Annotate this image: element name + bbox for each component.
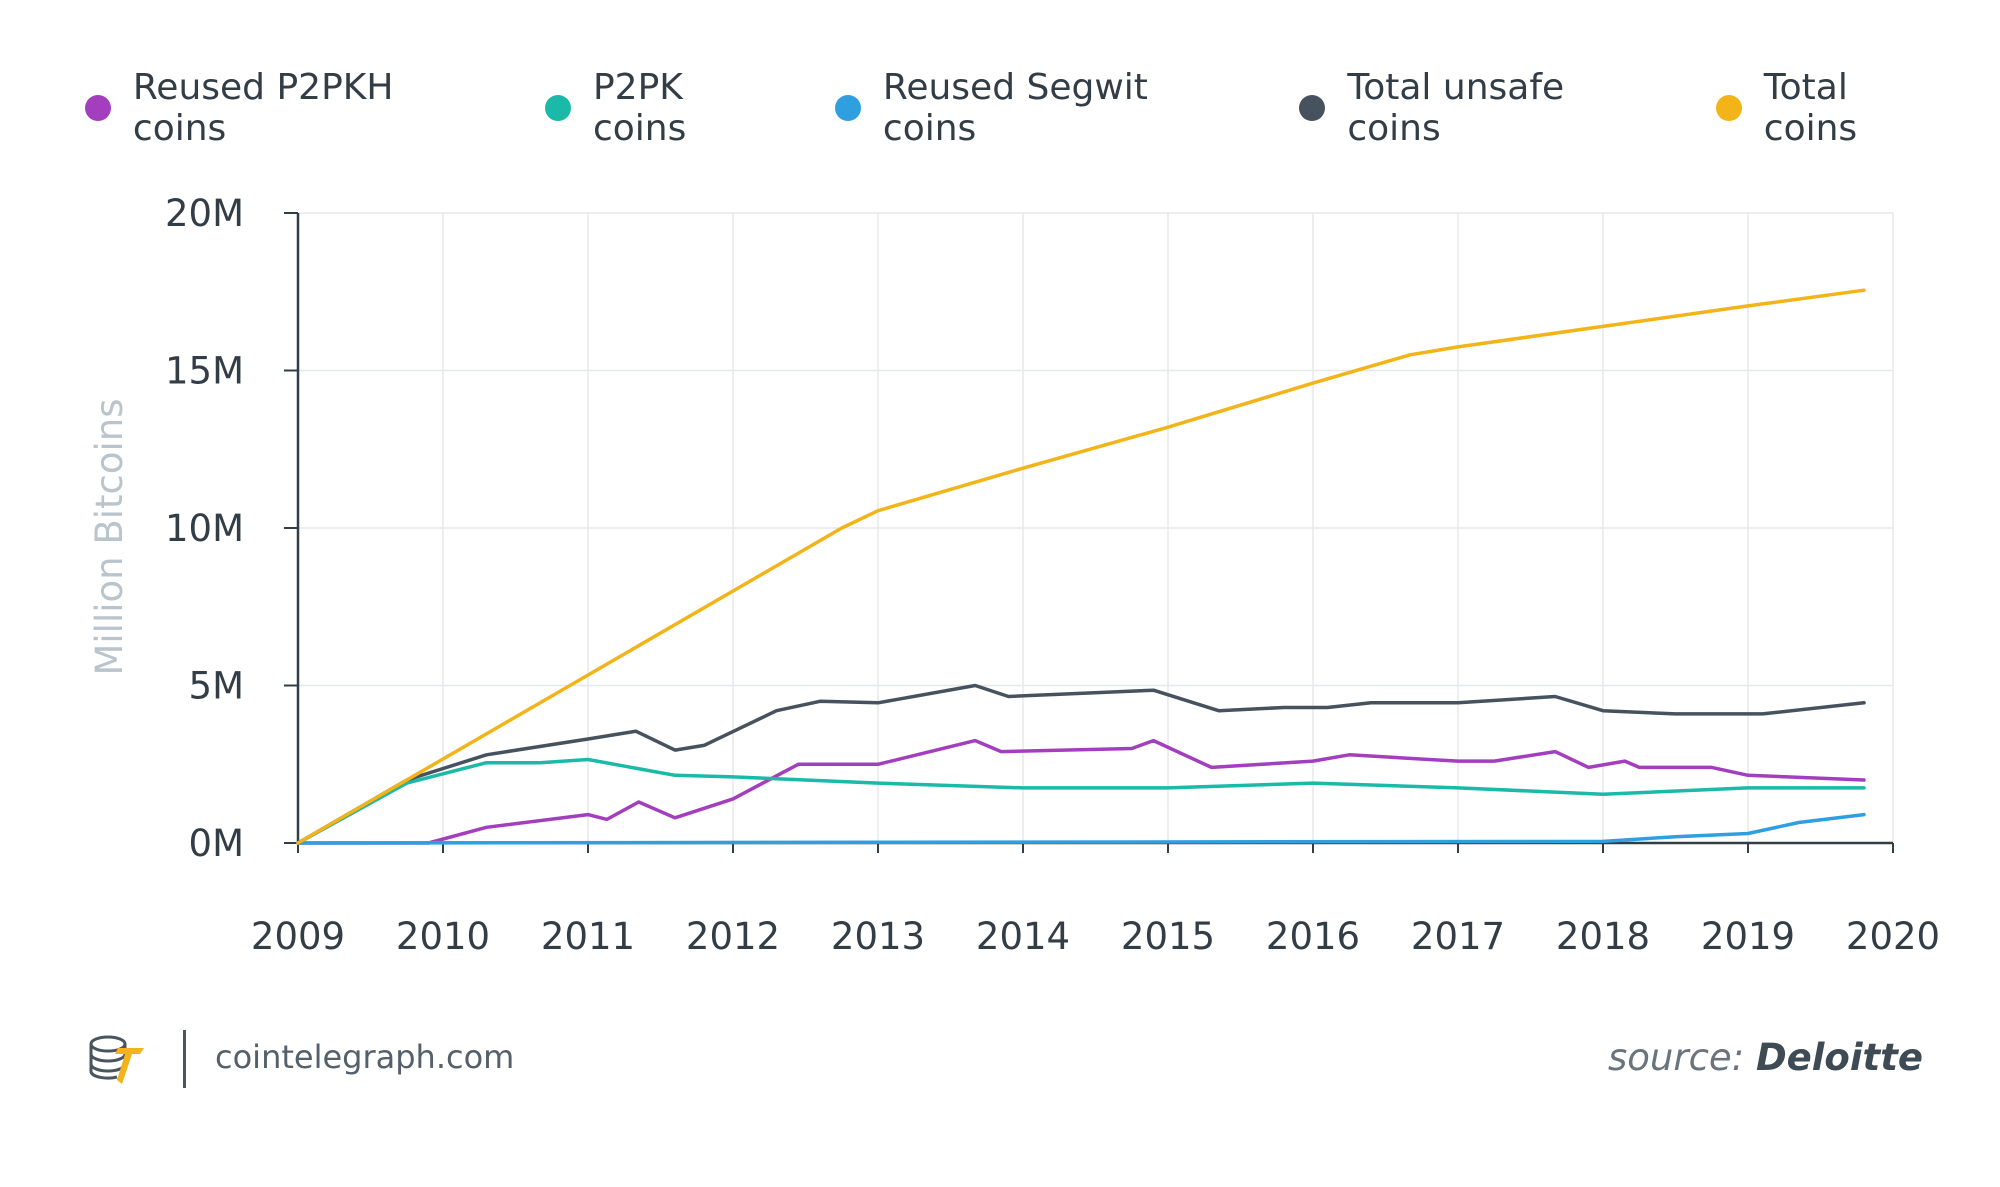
y-tick-label: 5M — [189, 665, 244, 708]
legend-label: Reused P2PKH coins — [132, 67, 394, 149]
legend-dot — [835, 95, 861, 121]
y-tick-label: 20M — [165, 192, 244, 235]
legend-dot — [85, 95, 111, 121]
series-line — [296, 757, 1866, 845]
legend-item: Total unsafe coins — [1299, 67, 1667, 149]
source-name: Deloitte — [1755, 1036, 1923, 1079]
y-axis-label: Million Bitcoins — [88, 398, 131, 675]
y-tick-label: 15M — [165, 350, 244, 393]
x-tick-label: 2015 — [1121, 915, 1215, 958]
y-tick-label: 10M — [165, 507, 244, 550]
footer-divider — [183, 1030, 186, 1088]
series-line — [296, 812, 1866, 845]
x-tick-label: 2017 — [1411, 915, 1505, 958]
chart-legend: Reused P2PKH coins P2PK coins Reused Segwi… — [85, 67, 2000, 149]
legend-label: Total unsafe coins — [1347, 67, 1565, 149]
legend-item: Reused Segwit coins — [835, 67, 1251, 149]
legend-item: P2PK coins — [545, 67, 787, 149]
legend-dot — [1299, 95, 1326, 121]
legend-label: Reused Segwit coins — [882, 67, 1148, 149]
legend-label: Total coins — [1763, 67, 1858, 149]
legend-item: Reused P2PKH coins — [85, 67, 497, 149]
x-tick-label: 2012 — [686, 915, 780, 958]
source-prefix: source: — [1608, 1036, 1745, 1079]
series-lines — [296, 288, 1866, 845]
footer-source: source: Deloitte — [1608, 1036, 1923, 1079]
legend-item: Total coins — [1715, 67, 1952, 149]
x-tick-label: 2019 — [1701, 915, 1795, 958]
legend-dot — [545, 95, 571, 121]
y-tick-label: 0M — [189, 822, 244, 865]
cointelegraph-logo-icon — [88, 1030, 150, 1092]
x-tick-label: 2014 — [976, 915, 1070, 958]
x-tick-label: 2013 — [831, 915, 925, 958]
x-tick-label: 2020 — [1846, 915, 1940, 958]
x-tick-label: 2010 — [396, 915, 490, 958]
x-tick-label: 2011 — [541, 915, 635, 958]
footer-site-text: cointelegraph.com — [215, 1038, 515, 1076]
line-chart: 2009 2010 2011 2012 2013 2014 2015 2016 2017 2018… — [88, 192, 1940, 958]
legend-dot — [1715, 95, 1742, 121]
series-line — [296, 683, 1866, 845]
legend-label: P2PK coins — [592, 67, 687, 149]
series-line — [296, 738, 1866, 845]
x-tick-label: 2018 — [1556, 915, 1650, 958]
series-line — [296, 288, 1866, 845]
x-tick-label: 2016 — [1266, 915, 1360, 958]
x-tick-label: 2009 — [251, 915, 345, 958]
